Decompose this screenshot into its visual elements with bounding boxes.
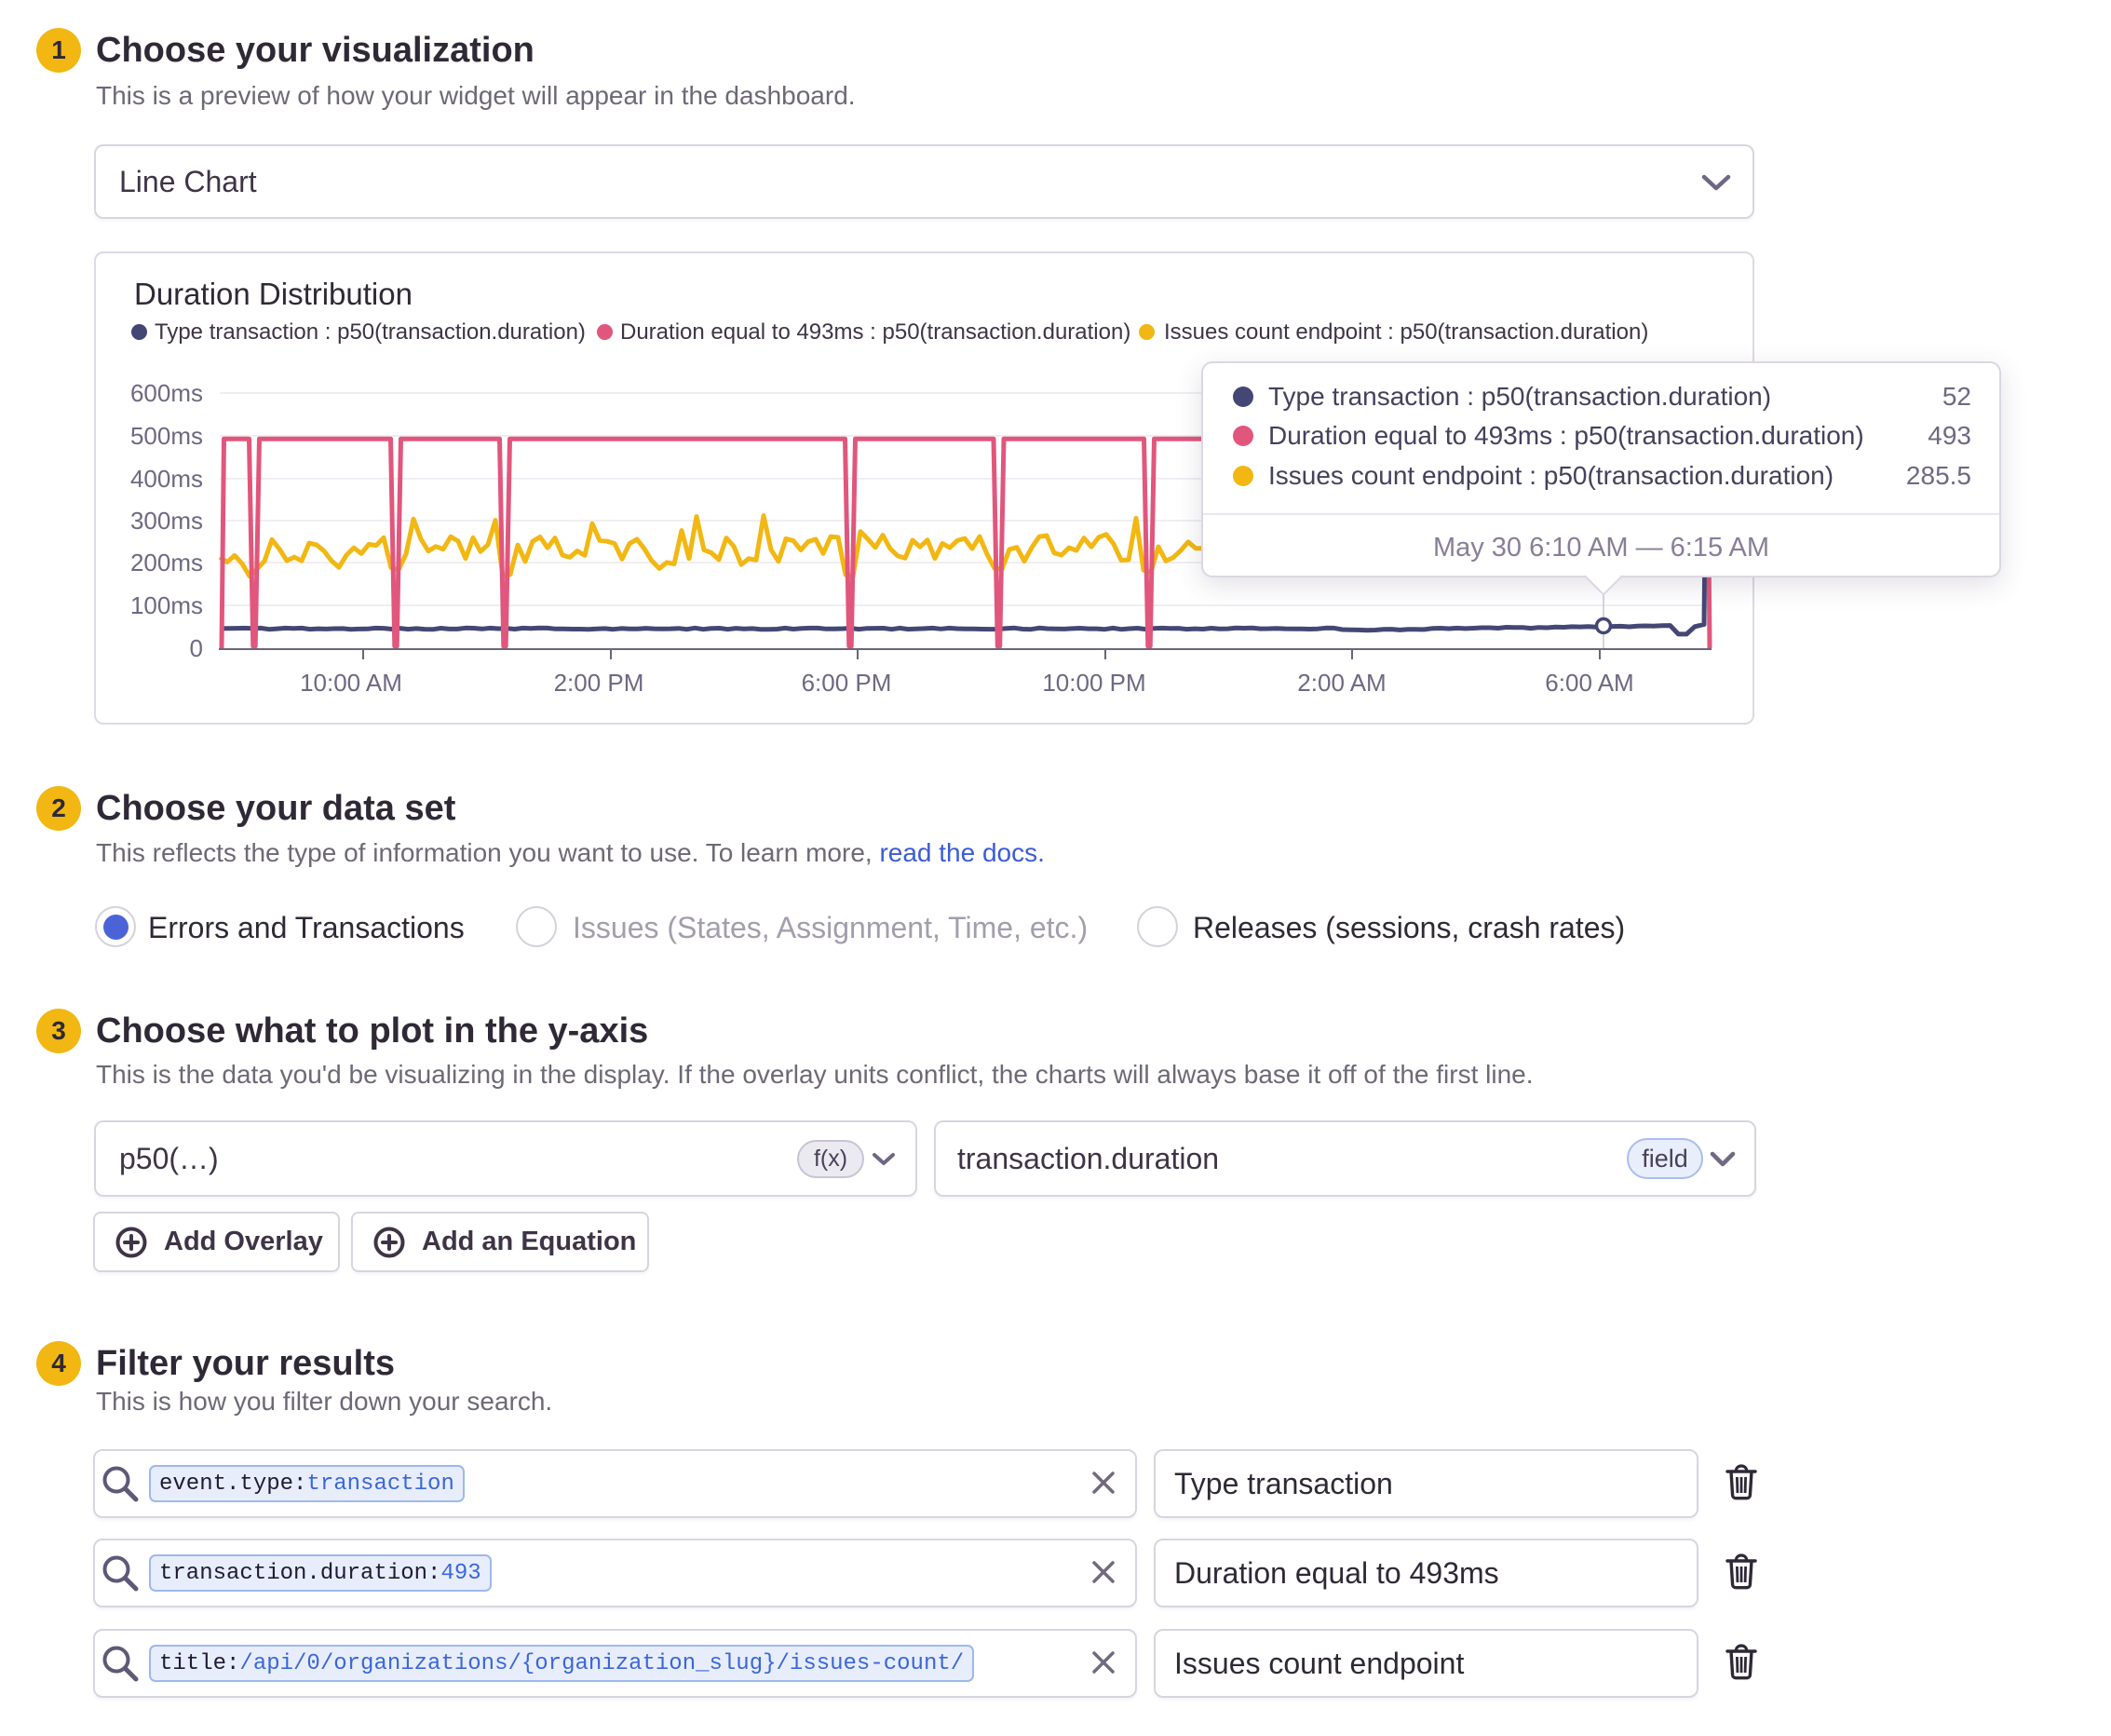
svg-text:600ms: 600ms xyxy=(130,379,203,407)
svg-text:10:00 PM: 10:00 PM xyxy=(1042,669,1145,697)
svg-text:2:00 PM: 2:00 PM xyxy=(554,669,644,697)
svg-text:200ms: 200ms xyxy=(130,549,203,576)
svg-text:500ms: 500ms xyxy=(130,422,203,450)
svg-text:2:00 AM: 2:00 AM xyxy=(1297,669,1386,697)
svg-text:400ms: 400ms xyxy=(130,465,203,493)
svg-text:10:00 AM: 10:00 AM xyxy=(300,669,402,697)
svg-text:6:00 PM: 6:00 PM xyxy=(802,669,892,697)
svg-text:0: 0 xyxy=(190,634,203,662)
svg-text:100ms: 100ms xyxy=(130,591,203,619)
svg-text:6:00 AM: 6:00 AM xyxy=(1545,669,1633,697)
svg-text:300ms: 300ms xyxy=(130,507,203,535)
